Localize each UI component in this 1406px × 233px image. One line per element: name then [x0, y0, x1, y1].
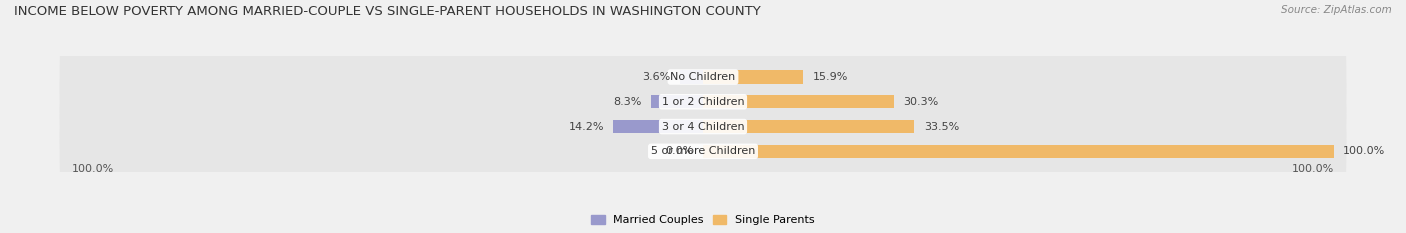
Text: 8.3%: 8.3%	[613, 97, 641, 107]
Bar	[703, 145, 1334, 158]
FancyBboxPatch shape	[59, 68, 1347, 185]
Text: 5 or more Children: 5 or more Children	[651, 146, 755, 156]
Bar	[681, 70, 703, 84]
Text: 3 or 4 Children: 3 or 4 Children	[662, 122, 744, 132]
Text: Source: ZipAtlas.com: Source: ZipAtlas.com	[1281, 5, 1392, 15]
FancyBboxPatch shape	[59, 18, 1347, 135]
Text: 33.5%: 33.5%	[924, 122, 959, 132]
Text: 100.0%: 100.0%	[1292, 164, 1334, 174]
Legend: Married Couples, Single Parents: Married Couples, Single Parents	[589, 212, 817, 227]
Bar	[703, 95, 894, 109]
Text: No Children: No Children	[671, 72, 735, 82]
Bar	[651, 95, 703, 109]
Text: 3.6%: 3.6%	[643, 72, 671, 82]
Text: 30.3%: 30.3%	[904, 97, 939, 107]
Bar	[703, 120, 914, 133]
Text: 100.0%: 100.0%	[1343, 146, 1385, 156]
Text: INCOME BELOW POVERTY AMONG MARRIED-COUPLE VS SINGLE-PARENT HOUSEHOLDS IN WASHING: INCOME BELOW POVERTY AMONG MARRIED-COUPL…	[14, 5, 761, 18]
Text: 0.0%: 0.0%	[665, 146, 693, 156]
FancyBboxPatch shape	[59, 43, 1347, 160]
Text: 1 or 2 Children: 1 or 2 Children	[662, 97, 744, 107]
Text: 100.0%: 100.0%	[72, 164, 114, 174]
Bar	[703, 70, 803, 84]
Text: 15.9%: 15.9%	[813, 72, 848, 82]
Bar	[613, 120, 703, 133]
FancyBboxPatch shape	[59, 93, 1347, 210]
Text: 14.2%: 14.2%	[568, 122, 605, 132]
